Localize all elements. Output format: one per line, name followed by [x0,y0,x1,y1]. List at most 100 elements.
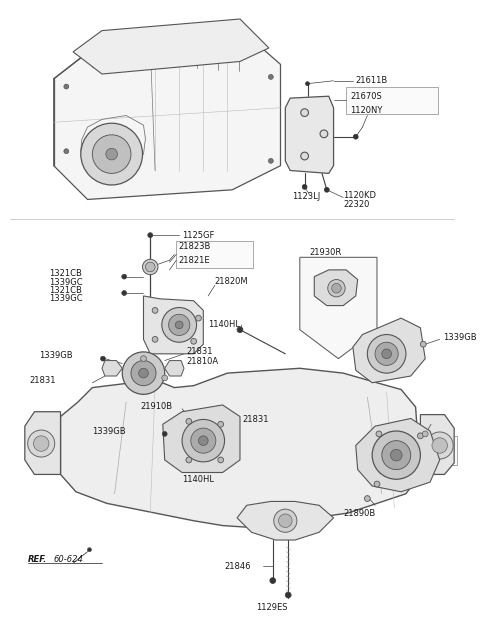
Circle shape [274,509,297,532]
Circle shape [168,314,190,336]
Circle shape [320,130,328,138]
Text: 21830: 21830 [406,460,432,469]
Text: 1339GB: 1339GB [92,428,126,437]
Circle shape [375,342,398,365]
Text: 1339GC: 1339GC [49,294,83,303]
Circle shape [34,436,49,451]
Text: 21831: 21831 [30,376,56,385]
Circle shape [432,438,447,453]
Circle shape [364,496,370,502]
Circle shape [382,349,392,359]
Circle shape [306,82,310,86]
Text: 1129ES: 1129ES [256,603,288,612]
Circle shape [270,577,276,583]
Circle shape [301,152,309,160]
Text: 60-624: 60-624 [54,555,84,564]
Circle shape [100,356,106,361]
Polygon shape [54,31,280,199]
Text: 1123LJ: 1123LJ [292,192,320,201]
Circle shape [122,352,165,394]
Circle shape [122,274,127,279]
Circle shape [353,134,358,139]
Circle shape [218,457,224,463]
Text: 21670S: 21670S [350,92,382,101]
Circle shape [92,135,131,174]
Text: 21823B: 21823B [178,242,211,251]
Polygon shape [25,412,60,475]
Circle shape [64,84,69,89]
Text: 21890B: 21890B [343,509,375,518]
Circle shape [374,481,380,487]
Circle shape [420,341,426,347]
Circle shape [122,291,127,295]
Circle shape [418,433,423,439]
Circle shape [191,428,216,453]
Circle shape [237,327,243,332]
Circle shape [175,321,183,329]
Circle shape [106,149,118,160]
Circle shape [302,185,307,189]
Circle shape [285,592,291,598]
Text: 1125GF: 1125GF [182,231,215,240]
Text: 21831: 21831 [186,347,213,356]
Text: 21810A: 21810A [186,357,218,366]
Text: 1140HL: 1140HL [182,475,214,484]
Circle shape [162,431,167,437]
Bar [176,241,253,268]
Circle shape [182,419,225,462]
Circle shape [64,149,69,154]
Circle shape [186,419,192,424]
Circle shape [268,158,273,163]
Text: 55396: 55396 [406,449,432,458]
Text: 21930R: 21930R [310,248,342,257]
Text: REF.: REF. [28,555,47,564]
Circle shape [372,431,420,479]
Polygon shape [102,361,122,376]
Polygon shape [144,296,204,354]
Circle shape [367,334,406,373]
Polygon shape [165,361,184,376]
Circle shape [195,315,202,321]
Circle shape [87,548,91,552]
Polygon shape [314,270,358,305]
Circle shape [391,449,402,461]
Circle shape [199,436,208,446]
Text: 21611B: 21611B [356,77,388,86]
Circle shape [145,262,155,272]
Circle shape [148,233,153,237]
Circle shape [162,307,196,342]
Circle shape [324,187,329,192]
Circle shape [191,338,196,344]
Polygon shape [73,19,269,74]
Text: 1339GC: 1339GC [49,278,83,287]
Circle shape [278,514,292,527]
Circle shape [426,432,453,459]
Polygon shape [237,502,334,540]
Circle shape [143,259,158,275]
Bar [346,87,438,114]
Circle shape [268,75,273,79]
Text: 1120KD: 1120KD [343,191,376,200]
Text: 21846: 21846 [225,561,251,570]
Text: 21910B: 21910B [141,403,173,412]
Text: 1140HL: 1140HL [208,320,240,329]
Circle shape [332,284,341,293]
Circle shape [328,280,345,297]
Text: 22320: 22320 [343,200,370,209]
Circle shape [382,440,411,469]
Text: 21831: 21831 [242,415,268,424]
Polygon shape [300,257,377,359]
Text: 1120NY: 1120NY [350,106,383,115]
Circle shape [100,143,123,166]
Circle shape [218,421,224,427]
Circle shape [162,375,168,381]
Polygon shape [353,318,425,383]
Text: 21820M: 21820M [215,277,249,286]
Circle shape [131,361,156,386]
Text: 1321CB: 1321CB [49,269,82,278]
Polygon shape [60,368,420,527]
Polygon shape [163,405,240,473]
Circle shape [186,457,192,463]
Circle shape [139,368,148,378]
Circle shape [81,123,143,185]
